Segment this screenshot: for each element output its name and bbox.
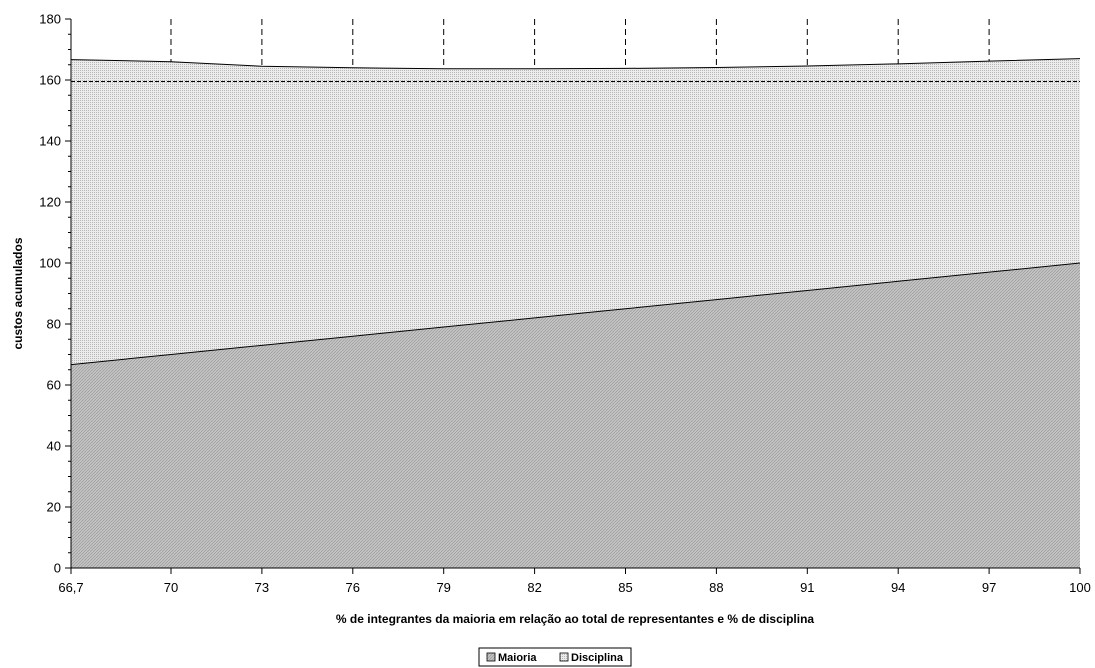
x-tick-label-88: 88 [709, 580, 723, 595]
x-tick-label-79: 79 [436, 580, 450, 595]
line-maioria-top [70, 262, 1081, 366]
line-total-top [70, 58, 1081, 70]
y-tick-label-20: 20 [47, 500, 61, 515]
y-tick-label-100: 100 [39, 256, 61, 271]
y-tick-label-160: 160 [39, 73, 61, 88]
legend-box [478, 647, 632, 667]
y-tick-label-140: 140 [39, 134, 61, 149]
x-tick-label-94: 94 [891, 580, 905, 595]
legend-swatch-maioria [486, 652, 496, 662]
x-tick-label-82: 82 [527, 580, 541, 595]
y-tick-label-180: 180 [39, 12, 61, 27]
x-tick-label-66,7: 66,7 [58, 580, 83, 595]
legend-label-maioria: Maioria [498, 652, 537, 664]
y-tick-label-60: 60 [47, 378, 61, 393]
y-tick-label-80: 80 [47, 317, 61, 332]
x-tick-label-70: 70 [164, 580, 178, 595]
y-tick-label-120: 120 [39, 195, 61, 210]
y-tick-label-0: 0 [54, 561, 61, 576]
x-tick-label-73: 73 [255, 580, 269, 595]
x-tick-label-85: 85 [618, 580, 632, 595]
x-tick-label-91: 91 [800, 580, 814, 595]
legend-swatch-disciplina [559, 652, 569, 662]
x-tick-label-97: 97 [982, 580, 996, 595]
y-axis-title: custos acumulados [11, 237, 25, 349]
x-axis-title: % de integrantes da maioria em relação a… [336, 612, 814, 626]
y-tick-label-40: 40 [47, 439, 61, 454]
x-tick-label-76: 76 [346, 580, 360, 595]
x-tick-label-100: 100 [1069, 580, 1091, 595]
legend-label-disciplina: Disciplina [571, 652, 624, 664]
